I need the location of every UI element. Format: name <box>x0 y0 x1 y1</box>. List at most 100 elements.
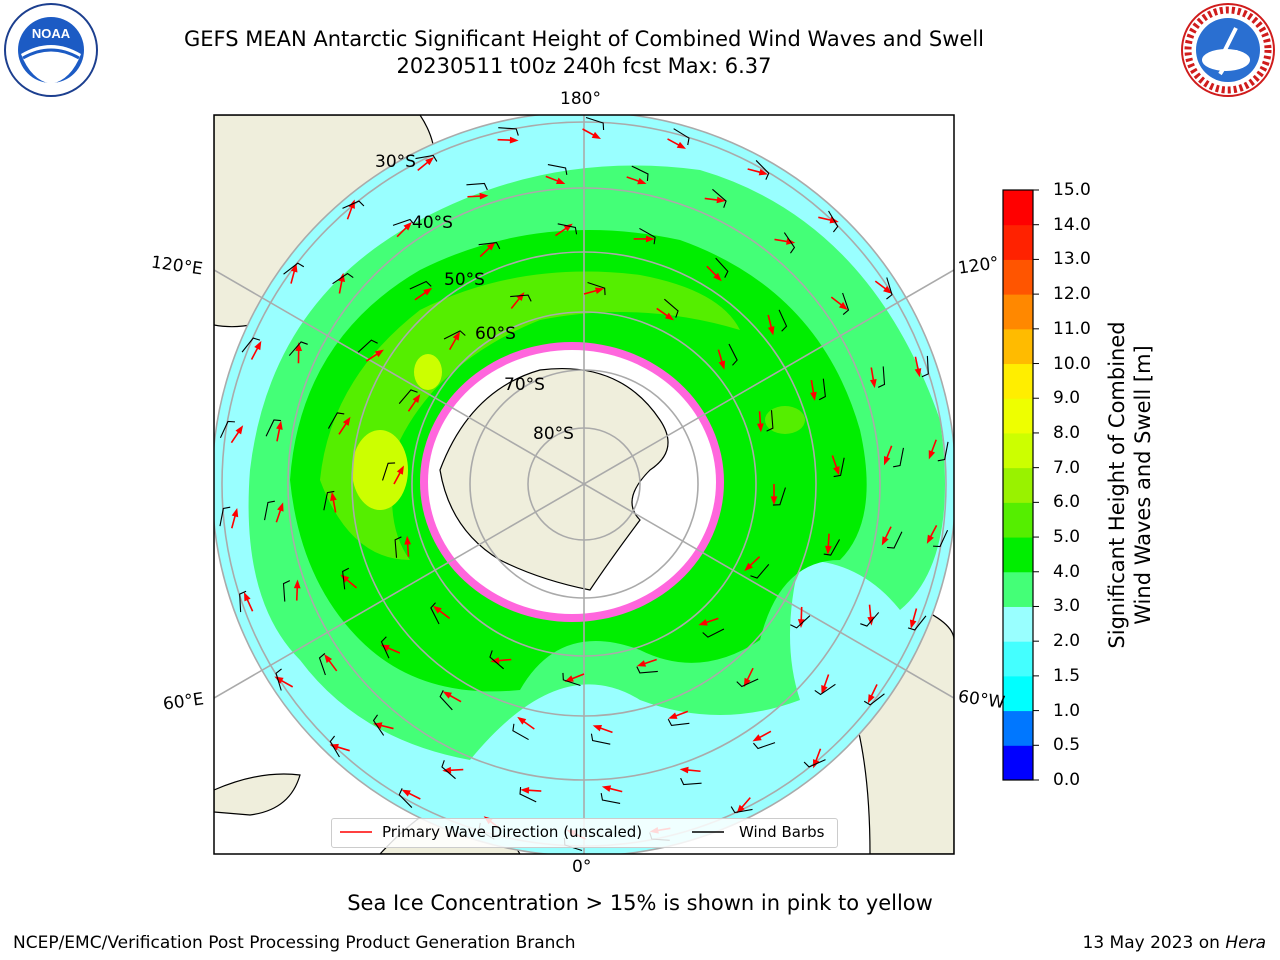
wave-arrow-head <box>668 712 678 719</box>
wave-arrow-head <box>824 545 832 555</box>
lat-label-40s: 40°S <box>412 213 453 233</box>
wave-arrow-head <box>324 654 333 664</box>
colorbar-bin <box>1003 641 1033 677</box>
wind-barb <box>907 615 927 631</box>
wave-arrow-head <box>838 301 848 311</box>
wave-arrow-head <box>479 192 489 200</box>
wave-arrow-head <box>342 416 351 426</box>
wave-arrow-head <box>509 136 519 144</box>
wind-barb <box>933 529 949 548</box>
wave-arrow-head <box>556 177 566 184</box>
wave-arrow-head <box>340 574 350 583</box>
wave-arrow-head <box>756 423 764 433</box>
lat-label-70s: 70°S <box>504 375 545 395</box>
colorbar-bin <box>1003 537 1033 573</box>
plot-subtitle: 20230511 t00z 240h fcst Max: 6.37 <box>396 54 772 78</box>
wave-arrow-head <box>380 644 390 652</box>
wind-barb <box>380 636 390 659</box>
wave-arrow-head <box>442 766 452 774</box>
wind-barb <box>712 188 727 208</box>
wind-barb <box>750 564 770 579</box>
wave-arrow-head <box>928 450 936 460</box>
wind-barb <box>439 690 453 711</box>
colorbar-bin <box>1003 606 1033 642</box>
wave-arrow-head <box>767 326 775 336</box>
wind-barb <box>680 777 702 786</box>
wave-arrow-head <box>401 789 411 797</box>
wind-barbs <box>219 117 949 851</box>
wind-barb <box>409 280 432 290</box>
wind-barb <box>937 441 949 462</box>
wind-barb <box>755 160 770 180</box>
wind-barb <box>382 462 396 481</box>
wind-barb <box>443 330 466 340</box>
wave-arrow-head <box>290 263 298 273</box>
wave-arrow-head <box>869 379 877 389</box>
wind-barb <box>702 628 725 638</box>
wind-barb <box>318 653 326 676</box>
wind-barb <box>921 355 929 378</box>
wind-barb <box>342 567 350 590</box>
colorbar-tick-label: 7.0 <box>1053 457 1081 478</box>
wind-barb <box>803 759 826 768</box>
colorbar-tick-label: 1.5 <box>1053 665 1081 686</box>
wind-barb <box>863 693 885 706</box>
wind-barb <box>673 128 690 146</box>
wave-arrow-head <box>718 360 726 370</box>
wind-barb <box>394 536 402 558</box>
wind-barb <box>736 678 759 688</box>
wave-arrow-head <box>698 619 708 626</box>
wind-barb <box>886 277 893 300</box>
wind-barb <box>587 282 606 296</box>
colorbar <box>1002 189 1039 781</box>
nws-logo <box>1181 3 1275 97</box>
wind-barb <box>430 602 440 625</box>
wind-barb <box>728 343 738 366</box>
lon-label-180: 180° <box>560 89 601 109</box>
wind-barb <box>342 200 365 209</box>
colorbar-bin <box>1003 467 1033 503</box>
colorbar-bin <box>1003 432 1033 469</box>
lat-label-80s: 80°S <box>533 424 574 444</box>
wave-arrow-head <box>881 536 889 546</box>
colorbar-bin <box>1003 224 1033 260</box>
wave-arrow-head <box>295 342 303 352</box>
wind-barb <box>547 164 568 175</box>
wave-arrow-head <box>243 592 251 602</box>
colorbar-tick-label: 6.0 <box>1053 492 1081 513</box>
wave-arrow-head <box>254 340 262 351</box>
wave-arrow-head <box>664 312 675 321</box>
legend-wind-label: Wind Barbs <box>739 823 825 841</box>
lat-label-50s: 50°S <box>444 270 485 290</box>
colorbar-bin <box>1003 571 1033 607</box>
footer-date-text: 13 May 2023 on <box>1082 933 1220 953</box>
wave-arrow-head <box>452 331 460 341</box>
wave-arrow-head <box>601 785 612 792</box>
wave-arrow-head <box>883 285 893 294</box>
madagascar-land <box>214 773 301 816</box>
wind-barb <box>372 714 385 736</box>
wave-arrow-head <box>425 157 435 166</box>
colorbar-bin <box>1003 363 1033 399</box>
wind-barb <box>288 341 308 356</box>
footer-branch: NCEP/EMC/Verification Post Processing Pr… <box>13 933 576 953</box>
colorbar-tick-label: 8.0 <box>1053 422 1081 443</box>
wave-arrow-head <box>374 349 384 358</box>
wind-barb <box>783 232 796 254</box>
wind-barb <box>715 257 729 278</box>
wind-barb <box>877 366 886 388</box>
wind-barb <box>893 447 904 468</box>
wave-arrow-head <box>516 292 525 301</box>
wind-barb <box>466 182 488 191</box>
colorbar-bin <box>1003 259 1033 295</box>
plot-title: GEFS MEAN Antarctic Significant Height o… <box>183 27 985 51</box>
colorbar-title: Significant Height of Combined Wind Wave… <box>1104 321 1156 648</box>
wind-barb <box>600 793 621 804</box>
legend-wave-label: Primary Wave Direction (unscaled) <box>382 823 643 841</box>
wave-arrow-head <box>770 496 778 505</box>
wind-barb <box>631 165 649 181</box>
wind-barb <box>557 223 578 235</box>
wave-arrow-head <box>592 725 603 732</box>
colorbar-title-line1: Significant Height of Combined <box>1105 321 1129 649</box>
wave-arrow-head <box>909 619 917 629</box>
